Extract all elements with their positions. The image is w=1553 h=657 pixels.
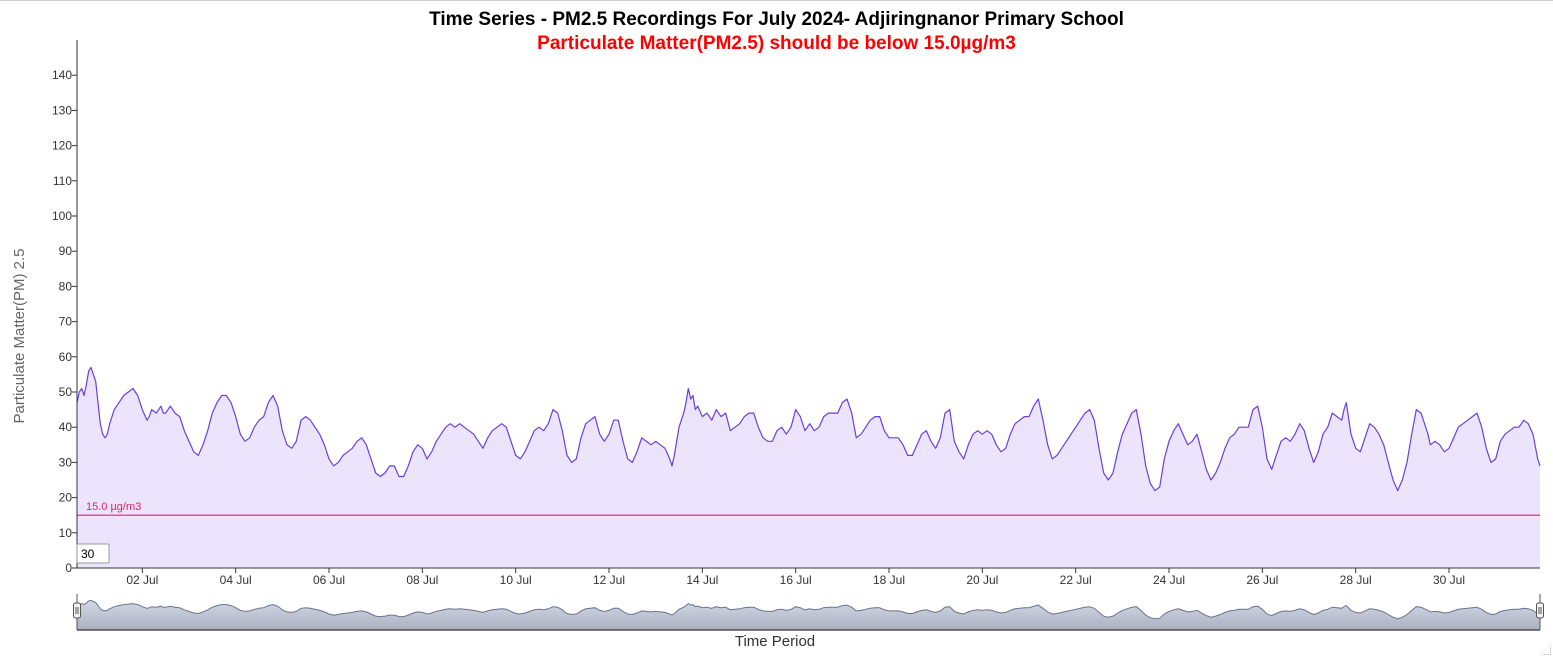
series-area (77, 367, 1540, 568)
series-line (76, 366, 1541, 492)
rolling-period-box[interactable]: 30 (76, 543, 110, 564)
y-tick-label: 20 (59, 491, 73, 505)
navigator-right-handle[interactable] (1536, 602, 1544, 619)
x-tick-label: 06 Jul (313, 573, 345, 587)
chart-title: Time Series - PM2.5 Recordings For July … (429, 9, 1124, 30)
x-axis-label: Time Period (735, 633, 815, 650)
x-tick-label: 20 Jul (966, 573, 998, 587)
x-tick-label: 10 Jul (500, 573, 532, 587)
threshold-label: 15.0 µg/m3 (86, 501, 141, 513)
y-tick-label: 110 (53, 174, 72, 188)
y-tick-label: 60 (59, 350, 73, 364)
navigator-line (76, 599, 1541, 620)
y-tick-label: 0 (65, 561, 72, 575)
x-tick-label: 28 Jul (1340, 573, 1372, 587)
x-tick-label: 08 Jul (406, 573, 438, 587)
y-tick-label: 80 (59, 279, 73, 293)
x-tick-label: 02 Jul (126, 573, 158, 587)
rolling-period-input[interactable]: 30 (81, 547, 95, 561)
y-tick-label: 30 (59, 455, 73, 469)
x-tick-label: 12 Jul (593, 573, 625, 587)
y-tick-label: 40 (59, 420, 73, 434)
y-axis-label: Particulate Matter(PM) 2.5 (11, 248, 28, 423)
navigator-left-handle[interactable] (73, 602, 81, 619)
resize-grip[interactable] (1542, 646, 1551, 655)
y-tick-label: 50 (59, 385, 73, 399)
x-tick-label: 26 Jul (1246, 573, 1278, 587)
x-tick-label: 22 Jul (1060, 573, 1092, 587)
x-axis: 02 Jul 04 Jul 06 Jul 08 Jul 10 Jul 12 Jul 14 J… (77, 567, 1540, 587)
y-axis: 0 10 20 30 40 50 60 70 80 90 100 110 120 130 140 (52, 40, 78, 575)
y-tick-label: 130 (52, 103, 72, 117)
range-navigator[interactable] (73, 594, 1544, 631)
chart-subtitle: Particulate Matter(PM2.5) should be belo… (537, 33, 1016, 54)
x-tick-label: 14 Jul (686, 573, 718, 587)
y-tick-label: 140 (52, 68, 72, 82)
y-tick-label: 10 (59, 526, 73, 540)
y-tick-label: 90 (59, 244, 73, 258)
navigator-area (77, 600, 1540, 630)
y-tick-label: 120 (52, 139, 72, 153)
plot-area: 15.0 µg/m3 (76, 366, 1541, 568)
x-tick-label: 18 Jul (873, 573, 905, 587)
y-tick-label: 70 (59, 315, 73, 329)
x-tick-label: 30 Jul (1433, 573, 1465, 587)
y-tick-label: 100 (52, 209, 72, 223)
x-tick-label: 16 Jul (780, 573, 812, 587)
x-tick-label: 04 Jul (220, 573, 252, 587)
x-tick-label: 24 Jul (1153, 573, 1185, 587)
